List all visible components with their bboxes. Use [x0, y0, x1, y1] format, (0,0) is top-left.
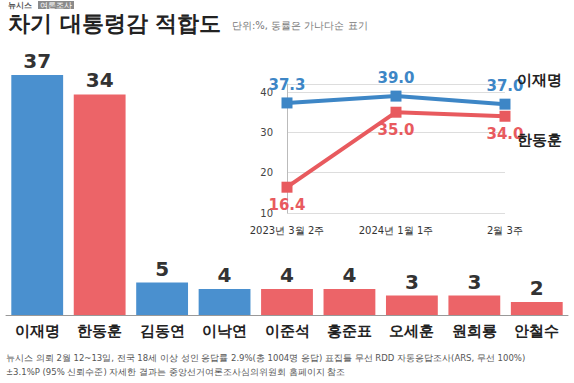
- svg-text:이낙연: 이낙연: [202, 322, 247, 340]
- svg-text:34: 34: [86, 68, 114, 92]
- svg-text:이재명: 이재명: [517, 71, 562, 89]
- svg-text:원희룡: 원희룡: [452, 322, 497, 340]
- svg-text:안철수: 안철수: [514, 322, 559, 340]
- svg-text:37.0: 37.0: [486, 77, 524, 96]
- svg-text:오세훈: 오세훈: [389, 322, 434, 340]
- svg-text:차기 대통령감 적합도: 차기 대통령감 적합도: [8, 11, 221, 36]
- svg-text:37.3: 37.3: [268, 76, 305, 94]
- svg-text:단위:%, 동률은 가나다순 표기: 단위:%, 동률은 가나다순 표기: [232, 20, 368, 31]
- svg-text:김동연: 김동연: [140, 322, 185, 340]
- svg-text:여론조사: 여론조사: [40, 1, 72, 10]
- svg-text:4: 4: [218, 263, 232, 287]
- svg-text:34.0: 34.0: [486, 125, 524, 144]
- svg-text:뉴시스: 뉴시스: [8, 1, 32, 10]
- svg-text:16.4: 16.4: [268, 196, 305, 214]
- svg-text:20: 20: [260, 167, 273, 178]
- svg-text:이재명: 이재명: [15, 322, 60, 340]
- svg-text:5: 5: [155, 257, 169, 281]
- svg-text:39.0: 39.0: [377, 69, 414, 87]
- svg-text:한동훈: 한동훈: [517, 131, 562, 149]
- svg-text:2023년 3월 2주: 2023년 3월 2주: [250, 225, 325, 236]
- svg-text:2: 2: [530, 276, 544, 300]
- svg-text:이준석: 이준석: [265, 322, 310, 340]
- svg-text:4: 4: [280, 263, 294, 287]
- svg-text:10: 10: [260, 207, 273, 219]
- svg-text:3: 3: [467, 270, 481, 294]
- svg-text:2024년 1월 1주: 2024년 1월 1주: [359, 225, 434, 236]
- svg-text:40: 40: [260, 86, 273, 98]
- svg-text:3: 3: [405, 270, 419, 294]
- svg-text:4: 4: [342, 263, 356, 287]
- svg-text:30: 30: [260, 127, 273, 138]
- svg-text:뉴시스 의뢰 2월 12~13일, 전국 18세 이상 성인: 뉴시스 의뢰 2월 12~13일, 전국 18세 이상 성인 응답률 2.9%(…: [6, 353, 525, 363]
- svg-text:2월 3주: 2월 3주: [487, 225, 523, 236]
- svg-text:홍준표: 홍준표: [327, 322, 372, 340]
- svg-text:35.0: 35.0: [377, 121, 414, 139]
- svg-text:한동훈: 한동훈: [77, 322, 122, 340]
- svg-text:±3.1%P (95% 신뢰수준) 자세한 결과는 중앙선거: ±3.1%P (95% 신뢰수준) 자세한 결과는 중앙선거여론조사심의위원회 …: [6, 367, 345, 377]
- svg-text:37: 37: [23, 49, 51, 73]
